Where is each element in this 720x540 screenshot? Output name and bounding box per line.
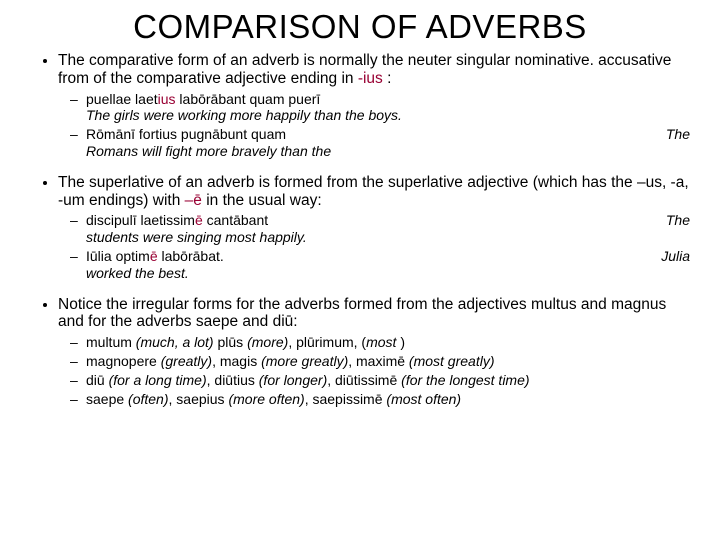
word: diū — [86, 372, 109, 388]
slide-title: COMPARISON OF ADVERBS — [30, 8, 690, 46]
word: saepe — [86, 391, 128, 407]
word: ) — [400, 334, 405, 350]
bullet-text-end: in the usual way: — [202, 192, 322, 209]
word: , saepius — [169, 391, 229, 407]
bullet-text: Notice the irregular forms for the adver… — [58, 296, 666, 331]
example-item: puellae laetius labōrābant quam puerī Th… — [86, 91, 690, 125]
bullet-superlative: The superlative of an adverb is formed f… — [58, 174, 690, 282]
sub-list: multum (much, a lot) plūs (more), plūrim… — [58, 334, 690, 407]
word: , maximē — [348, 353, 409, 369]
latin-highlight: ē — [150, 248, 158, 264]
word: magnopere — [86, 353, 161, 369]
word: , diūtissimē — [327, 372, 401, 388]
word: , saepissimē — [305, 391, 387, 407]
translation-trail: The — [666, 126, 690, 143]
latin-text: labōrābat. — [158, 248, 224, 264]
bullet-irregular: Notice the irregular forms for the adver… — [58, 296, 690, 408]
highlight-ius: -ius — [358, 70, 383, 87]
irreg-item: saepe (often), saepius (more often), sae… — [86, 391, 690, 408]
bullet-comparative: The comparative form of an adverb is nor… — [58, 52, 690, 160]
word: , magis — [212, 353, 261, 369]
latin-text: cantābant — [203, 212, 268, 228]
latin-text: labōrābant quam puerī — [176, 91, 321, 107]
example-item: Iūlia optimē labōrābat. Julia worked the… — [86, 248, 690, 282]
latin-text: Iūlia optim — [86, 248, 150, 264]
gloss: (for a long time) — [109, 372, 207, 388]
gloss: (most often) — [386, 391, 461, 407]
main-list: The comparative form of an adverb is nor… — [30, 52, 690, 407]
gloss: (more greatly) — [261, 353, 348, 369]
translation-trail: Julia — [661, 248, 690, 265]
highlight-e: –ē — [185, 192, 202, 209]
sub-list: discipulī laetissimē cantābant The stude… — [58, 212, 690, 281]
latin-text: puellae laet — [86, 91, 158, 107]
translation: worked the best. — [86, 265, 690, 282]
latin-text: discipulī laetissim — [86, 212, 195, 228]
bullet-text: The superlative of an adverb is formed f… — [58, 174, 689, 209]
bullet-text-end: : — [383, 70, 392, 87]
example-item: discipulī laetissimē cantābant The stude… — [86, 212, 690, 246]
gloss: (most greatly) — [409, 353, 495, 369]
gloss: (more) — [247, 334, 288, 350]
gloss: (much, a lot) — [136, 334, 214, 350]
word: multum — [86, 334, 132, 350]
translation: Romans will fight more bravely than the — [86, 143, 690, 160]
example-item: Rōmānī fortius pugnābunt quam The Romans… — [86, 126, 690, 160]
translation: The girls were working more happily than… — [86, 107, 690, 124]
translation-trail: The — [666, 212, 690, 229]
gloss: (for the longest time) — [401, 372, 529, 388]
latin-text: Rōmānī fortius pugnābunt quam — [86, 126, 286, 142]
sub-list: puellae laetius labōrābant quam puerī Th… — [58, 91, 690, 160]
irreg-item: diū (for a long time), diūtius (for long… — [86, 372, 690, 389]
word: , plūrimum, ( — [288, 334, 366, 350]
latin-highlight: ius — [158, 91, 176, 107]
gloss: (often) — [128, 391, 168, 407]
irreg-item: multum (much, a lot) plūs (more), plūrim… — [86, 334, 690, 351]
gloss: (greatly) — [161, 353, 212, 369]
latin-highlight: ē — [195, 212, 203, 228]
word: , diūtius — [207, 372, 259, 388]
irreg-item: magnopere (greatly), magis (more greatly… — [86, 353, 690, 370]
translation: students were singing most happily. — [86, 229, 690, 246]
gloss: (for longer) — [259, 372, 327, 388]
gloss: most — [366, 334, 400, 350]
word: plūs — [214, 334, 247, 350]
gloss: (more often) — [228, 391, 304, 407]
